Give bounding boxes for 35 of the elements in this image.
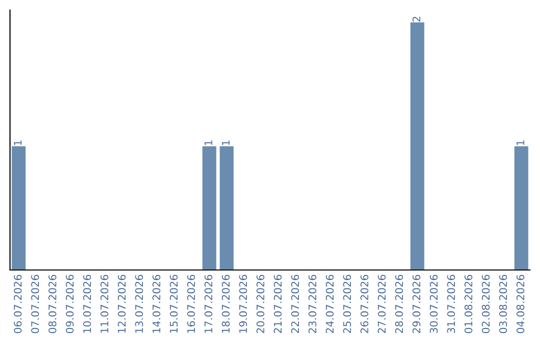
data-label: 2 bbox=[412, 16, 420, 22]
x-tick-label: 18.07.2026 bbox=[222, 274, 230, 333]
x-tick-label: 26.07.2026 bbox=[360, 274, 368, 334]
x-tick-label: 04.08.2026 bbox=[516, 274, 524, 334]
x-tick-label: 28.07.2026 bbox=[395, 274, 404, 334]
x-tick-label: 20.07.2026 bbox=[256, 274, 264, 334]
x-tick-label: 22.07.2026 bbox=[291, 274, 300, 334]
x-tick-label: 10.07.2026 bbox=[83, 274, 92, 333]
x-tick-label: 06.07.2026 bbox=[14, 274, 22, 334]
x-tick-label: 02.08.2026 bbox=[482, 274, 490, 334]
x-tick-label: 14.07.2026 bbox=[152, 274, 160, 333]
data-label: 1 bbox=[14, 140, 22, 146]
x-tick-label: 30.07.2026 bbox=[430, 274, 438, 334]
x-tick-label: 16.07.2026 bbox=[187, 274, 196, 333]
data-label: 1 bbox=[222, 140, 230, 146]
x-tick-label: 09.07.2026 bbox=[66, 274, 74, 334]
x-tick-label: 03.08.2026 bbox=[499, 274, 508, 334]
x-tick-label: 13.07.2026 bbox=[135, 274, 144, 333]
x-tick-label: 27.07.2026 bbox=[378, 274, 386, 334]
x-tick-label: 11.07.2026 bbox=[100, 274, 108, 333]
x-tick-label: 17.07.2026 bbox=[204, 274, 212, 333]
x-tick-label: 01.08.2026 bbox=[464, 274, 472, 334]
x-tick-label: 15.07.2026 bbox=[170, 274, 178, 333]
x-tick-label: 31.07.2026 bbox=[447, 274, 456, 334]
x-tick-label: 19.07.2026 bbox=[239, 274, 248, 333]
data-label: 1 bbox=[204, 140, 212, 146]
x-tick-label: 25.07.2026 bbox=[343, 274, 352, 334]
x-tick-label: 07.07.2026 bbox=[31, 274, 40, 334]
x-tick-label: 12.07.2026 bbox=[118, 274, 126, 333]
x-tick-label: 21.07.2026 bbox=[274, 274, 282, 334]
data-label: 1 bbox=[516, 140, 524, 146]
x-tick-label: 23.07.2026 bbox=[308, 274, 316, 334]
x-tick-label: 29.07.2026 bbox=[412, 274, 420, 334]
x-tick-label: 08.07.2026 bbox=[48, 274, 56, 334]
x-tick-label: 24.07.2026 bbox=[326, 274, 334, 334]
